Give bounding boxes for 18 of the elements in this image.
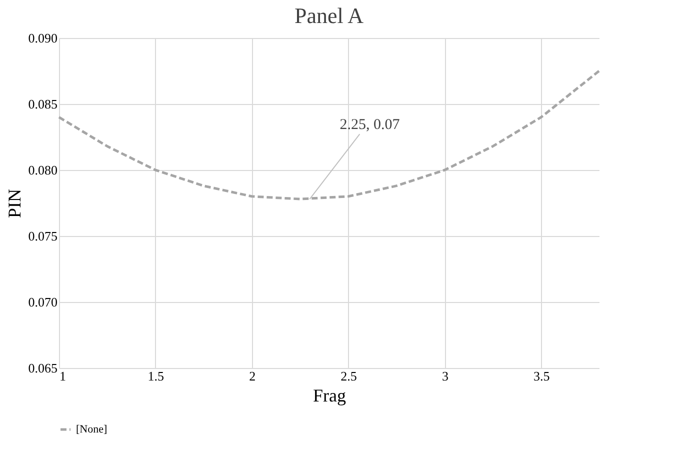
x-tick-label: 3 bbox=[442, 368, 448, 384]
x-tick-label: 1.5 bbox=[148, 368, 164, 384]
x-tick-label: 2.5 bbox=[340, 368, 357, 384]
y-axis-title: PIN bbox=[4, 188, 24, 218]
annotation: 2.25, 0.07 bbox=[340, 117, 400, 134]
y-tick-label: 0.085 bbox=[28, 96, 58, 112]
chart-title: Panel A bbox=[294, 3, 364, 28]
y-tick-label: 0.065 bbox=[28, 360, 58, 376]
x-tick-label: 2 bbox=[249, 368, 256, 384]
y-tick-label: 0.090 bbox=[28, 30, 58, 46]
y-tick-label: 0.075 bbox=[28, 228, 58, 244]
x-tick-label: 3.5 bbox=[534, 368, 550, 384]
x-axis-title: Frag bbox=[313, 386, 346, 406]
legend-label: [None] bbox=[76, 424, 108, 436]
y-tick-label: 0.080 bbox=[28, 162, 58, 178]
line-series bbox=[58, 70, 600, 200]
y-tick-label: 0.070 bbox=[28, 294, 58, 310]
x-tick-label: 1 bbox=[60, 368, 66, 384]
